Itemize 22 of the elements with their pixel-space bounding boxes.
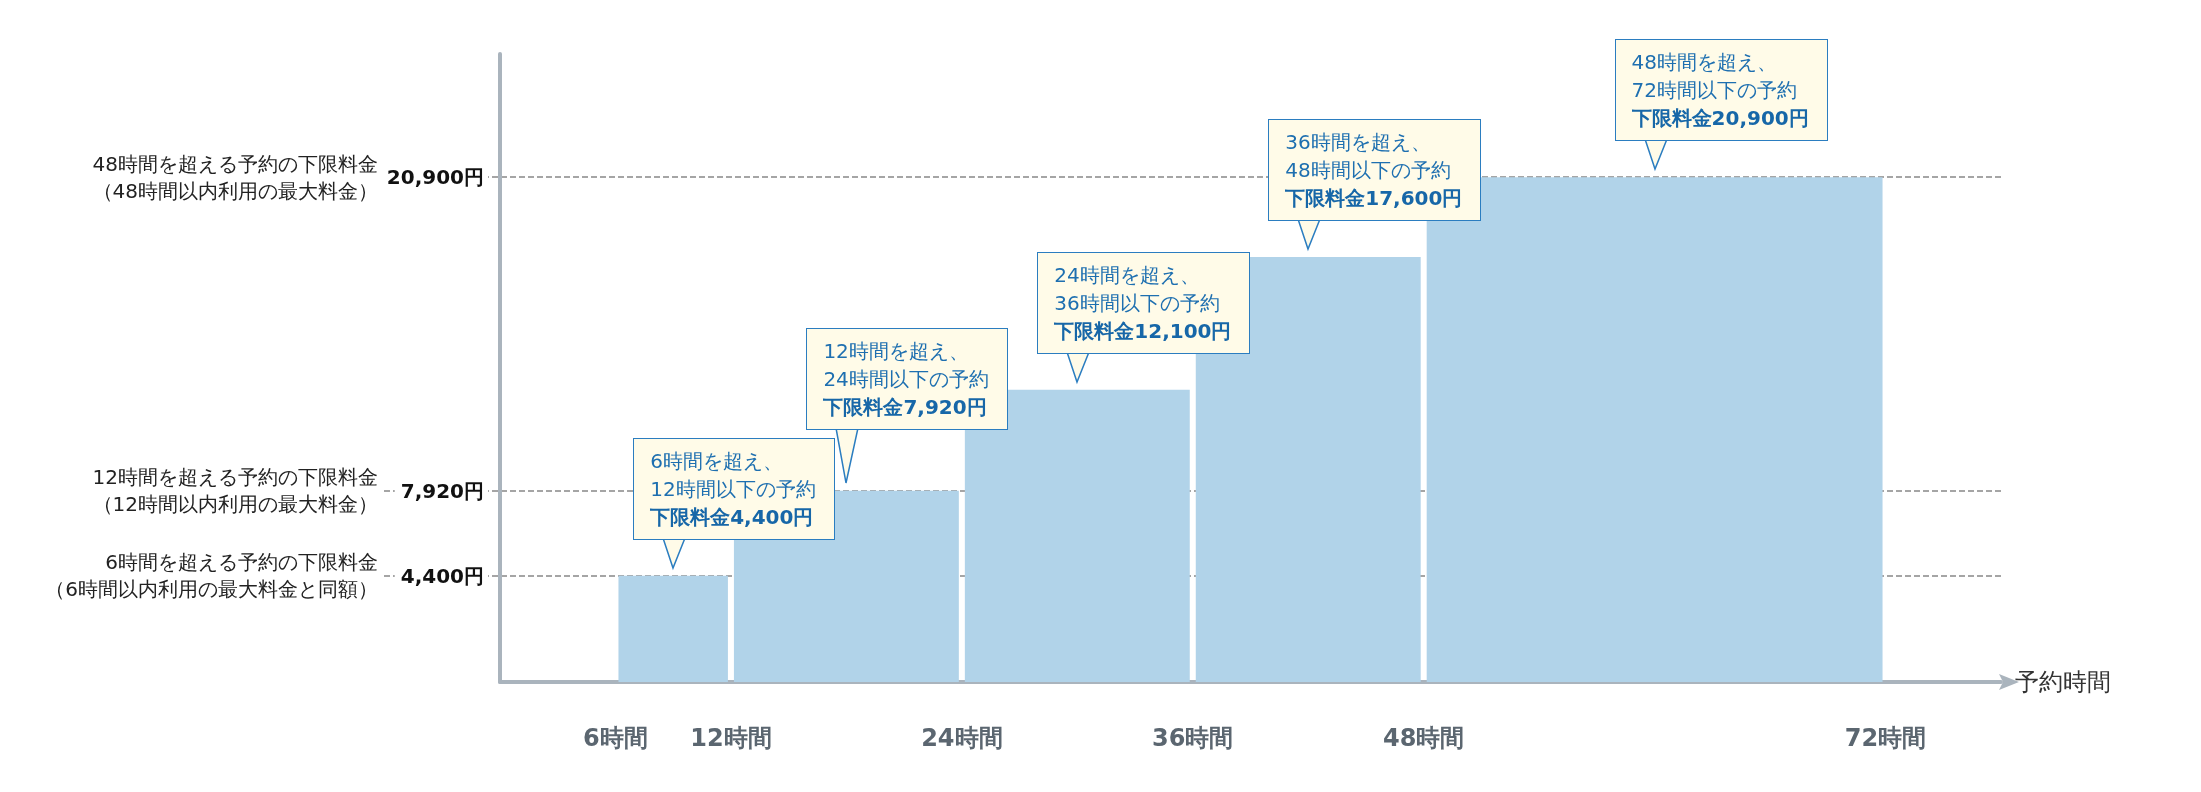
annotation: 36時間を超え、48時間以下の予約 [1285,128,1452,184]
y-tick-label: 20,900円 [386,165,484,190]
y-tick-label: 7,920円 [400,478,484,503]
x-tick-label: 36時間 [1152,724,1234,752]
annotation: 24時間を超え、36時間以下の予約 [1054,261,1221,317]
annotation: 下限料金7,920円 [823,393,988,421]
x-tick-label: 72時間 [1844,724,1927,752]
annotation: 下限料金4,400円 [650,503,815,531]
x-tick-label: 12時間 [690,724,772,752]
ref-line-label: 6時間を超える予約の下限料金（6時間以内利用の最大料金と同額） [45,550,378,602]
annotation: 12時間を超え、24時間以下の予約 [823,337,989,393]
annotation: 下限料金17,600円 [1285,184,1463,212]
x-tick-label: 48時間 [1382,724,1465,752]
annotation: 48時間を超え、72時間以下の予約 [1631,49,1799,105]
ref-line-label: 12時間を超える予約の下限料金（12時間以内利用の最大料金） [92,465,378,517]
annotation: 下限料金12,100円 [1054,317,1232,345]
annotation: 下限料金20,900円 [1631,105,1809,133]
ref-line-label: 48時間を超える予約の下限料金（48時間以内利用の最大料金） [92,151,378,203]
y-tick-label: 4,400円 [400,563,484,588]
x-tick-label: 24時間 [921,724,1003,752]
x-tick-label: 6時間 [583,724,648,752]
x-axis-title: 予約時間 [2015,668,2111,696]
